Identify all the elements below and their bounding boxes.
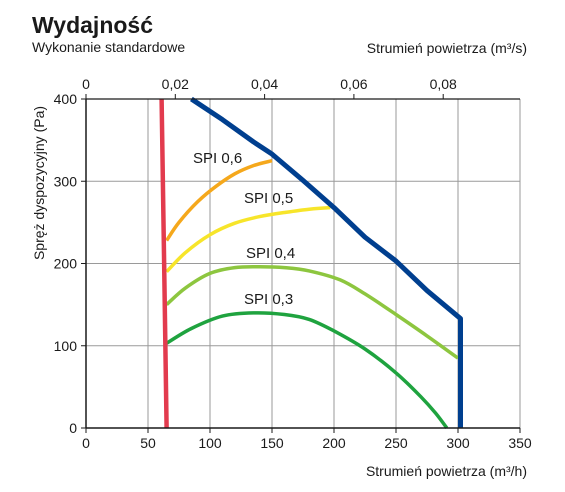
grid: [85, 98, 521, 429]
x-tick-label: 150: [260, 435, 284, 451]
series-lines: [159, 96, 463, 430]
x2-tick-label: 0: [82, 76, 90, 92]
series-labels: SPI 0,6 SPI 0,5 SPI 0,4 SPI 0,3: [193, 150, 295, 308]
y-tick-label: 100: [54, 338, 78, 354]
series-line-spi-0-5: [165, 205, 331, 273]
x-tick-label: 350: [508, 435, 532, 451]
x-axis-title: Strumień powietrza (m³/h): [366, 463, 527, 479]
series-label-spi-0-3: SPI 0,3: [244, 291, 293, 308]
series-line-spi-0-6: [165, 159, 273, 242]
x-tick-label: 0: [82, 435, 90, 451]
series-label-spi-0-6: SPI 0,6: [193, 150, 242, 167]
series-line-min-flow-boundary: [159, 98, 169, 429]
chart-subtitle: Wykonanie standardowe: [32, 39, 185, 55]
y-tick-label: 400: [54, 91, 78, 107]
y-tick-label: 300: [54, 173, 78, 189]
chart-title: Wydajność: [32, 12, 153, 38]
x-tick-label: 50: [140, 435, 156, 451]
series-line-max-flow-boundary: [190, 96, 463, 428]
series-label-spi-0-4: SPI 0,4: [246, 245, 295, 262]
x2-tick-label: 0,08: [430, 76, 457, 92]
x-tick-label: 200: [322, 435, 346, 451]
x-tick-label: 100: [198, 435, 222, 451]
x2-tick-label: 0,04: [251, 76, 278, 92]
y-tick-label: 0: [69, 420, 77, 436]
x2-axis-title: Strumień powietrza (m³/s): [367, 40, 527, 56]
y-tick-label: 200: [54, 256, 78, 272]
series-line-spi-0-4: [165, 265, 460, 360]
x2-tick-label: 0,02: [162, 76, 189, 92]
x-tick-label: 250: [384, 435, 408, 451]
series-label-spi-0-5: SPI 0,5: [244, 190, 293, 207]
x2-tick-label: 0,06: [340, 76, 367, 92]
series-line-spi-0-3: [165, 311, 449, 430]
x-tick-label: 300: [446, 435, 470, 451]
y-axis-title: Spręż dyspozycyjny (Pa): [31, 106, 47, 260]
